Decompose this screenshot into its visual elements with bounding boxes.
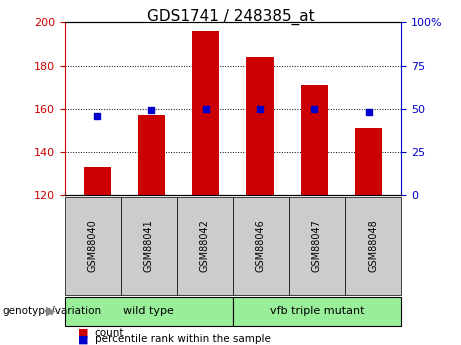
Text: GSM88042: GSM88042: [200, 219, 210, 272]
Text: ■: ■: [78, 334, 89, 344]
Point: [311, 106, 318, 111]
Point: [148, 108, 155, 113]
Text: genotype/variation: genotype/variation: [2, 306, 101, 316]
Text: vfb triple mutant: vfb triple mutant: [270, 306, 364, 316]
Bar: [301, 85, 328, 195]
Bar: [192, 31, 219, 195]
Text: percentile rank within the sample: percentile rank within the sample: [95, 334, 271, 344]
Bar: [138, 115, 165, 195]
Point: [365, 109, 372, 115]
Text: ▶: ▶: [46, 305, 55, 318]
Point: [94, 113, 101, 118]
Text: GSM88046: GSM88046: [256, 219, 266, 272]
Text: count: count: [95, 328, 124, 338]
Text: ■: ■: [78, 328, 89, 338]
Bar: [83, 167, 111, 195]
Text: GSM88040: GSM88040: [88, 219, 98, 272]
Point: [256, 106, 264, 111]
Bar: [246, 57, 273, 195]
Text: GSM88041: GSM88041: [144, 219, 154, 272]
Point: [202, 106, 209, 111]
Text: GDS1741 / 248385_at: GDS1741 / 248385_at: [147, 9, 314, 25]
Text: wild type: wild type: [123, 306, 174, 316]
Text: GSM88048: GSM88048: [368, 219, 378, 272]
Bar: [355, 128, 382, 195]
Text: GSM88047: GSM88047: [312, 219, 322, 272]
